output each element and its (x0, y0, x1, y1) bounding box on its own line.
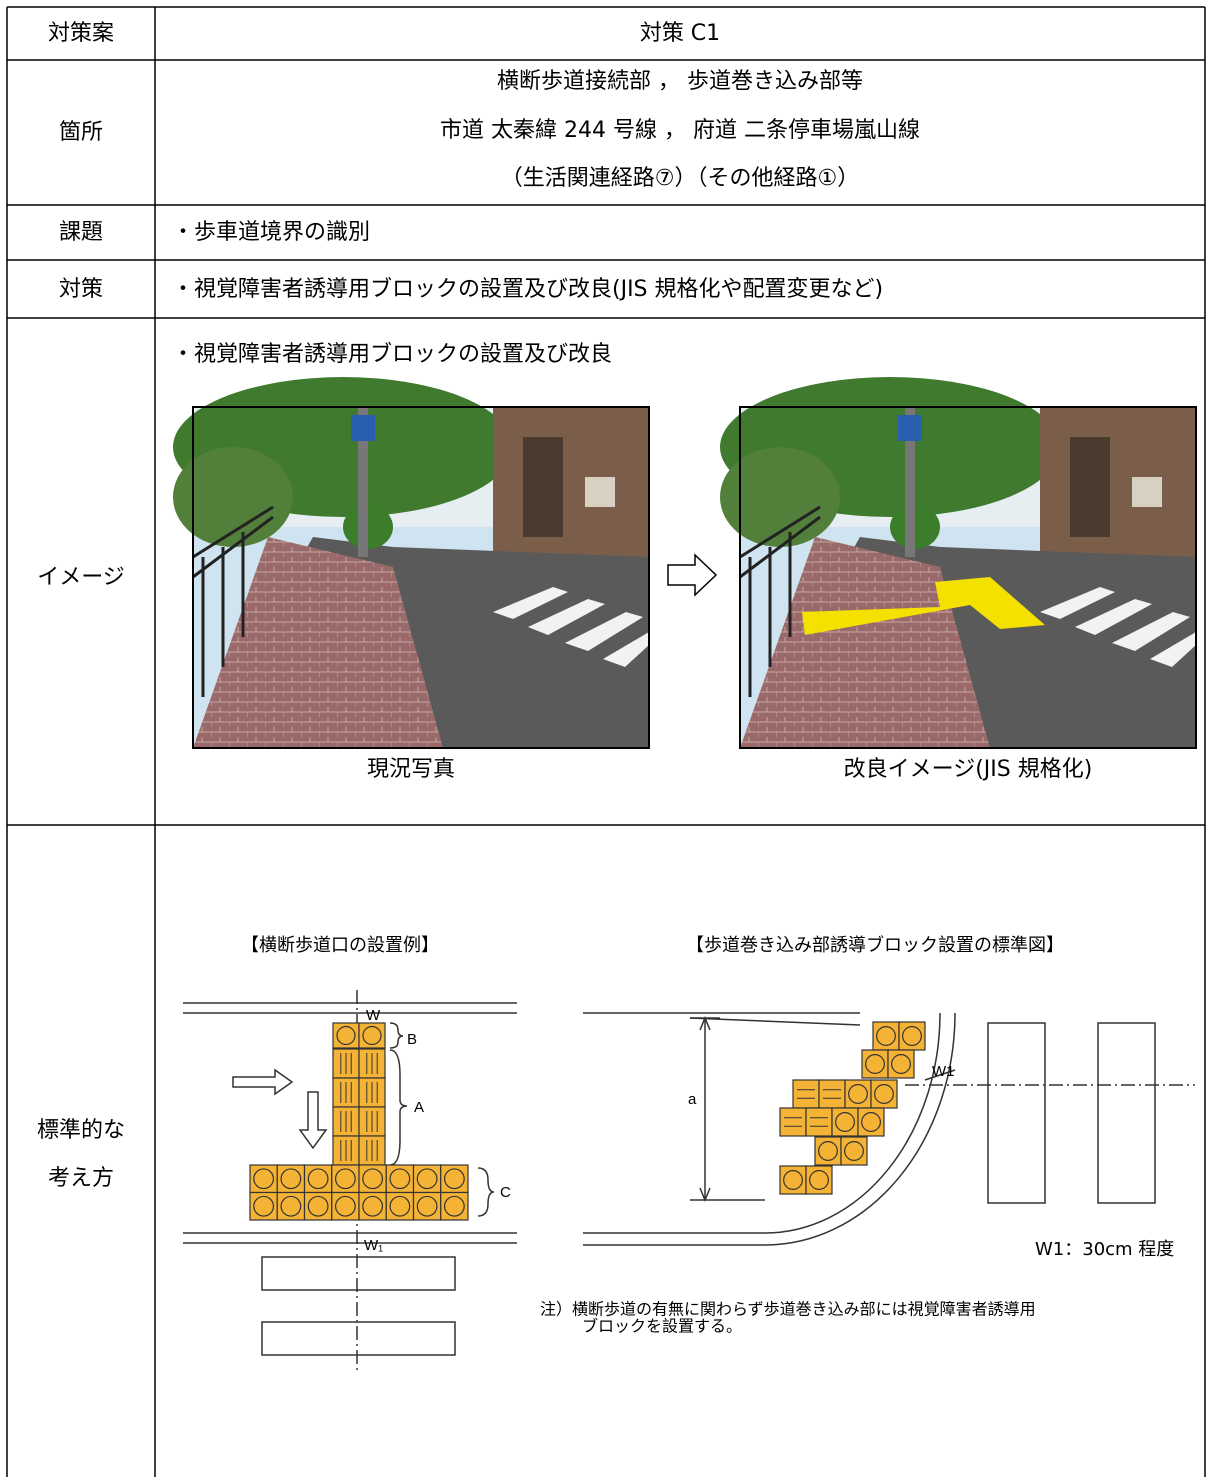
dimension-note: W1：30cm 程度 (1035, 1239, 1174, 1260)
dot (848, 1084, 868, 1104)
dot (362, 1195, 384, 1217)
dot (362, 1025, 382, 1046)
row-content: ・視覚障害者誘導用ブロックの設置及び改良(JIS 規格化や配置変更など) (172, 277, 883, 302)
dot (253, 1195, 275, 1217)
dot (835, 1112, 855, 1132)
dot (307, 1195, 329, 1217)
tactile-block (249, 1191, 278, 1221)
dim-label: C (500, 1184, 511, 1201)
dot (891, 1054, 911, 1074)
dot (443, 1195, 465, 1217)
block-group (249, 1022, 469, 1221)
dot (443, 1168, 465, 1190)
photo-before (171, 375, 651, 750)
diagram-title: 【横断歩道口の設置例】 (241, 935, 439, 956)
tactile-block (331, 1191, 360, 1221)
dot (362, 1168, 384, 1190)
dot (416, 1195, 438, 1217)
arrow (667, 553, 718, 597)
dot (874, 1084, 894, 1104)
dim-label: B (407, 1031, 417, 1048)
dot (334, 1168, 356, 1190)
block-group (779, 1021, 926, 1195)
row-label: 課題 (59, 220, 103, 245)
photo-caption: 現況写真 (367, 757, 455, 782)
row-label: イメージ (37, 565, 125, 590)
row-label: 標準的な (37, 1118, 125, 1143)
dot (865, 1054, 885, 1074)
dim-label: a (688, 1091, 697, 1108)
tactile-block (358, 1191, 387, 1221)
dot (280, 1168, 302, 1190)
tactile-block (331, 1164, 360, 1194)
dim-label: W1 (932, 1063, 955, 1080)
dot (809, 1170, 829, 1190)
dim-label: W₁ (364, 1237, 383, 1254)
note: 注）横断歩道の有無に関わらず歩道巻き込み部には視覚障害者誘導用 (540, 1300, 1036, 1319)
dot (336, 1025, 356, 1046)
note: ブロックを設置する。 (582, 1317, 742, 1336)
image-heading: ・視覚障害者誘導用ブロックの設置及び改良 (172, 342, 612, 367)
row-label: 箇所 (59, 120, 103, 145)
row-content: ・歩車道境界の識別 (172, 220, 370, 245)
dot (876, 1026, 896, 1046)
photo-after (718, 375, 1198, 750)
tactile-block (818, 1079, 846, 1109)
dot (334, 1195, 356, 1217)
tactile-block (440, 1191, 469, 1221)
dot (389, 1168, 411, 1190)
dot (818, 1141, 838, 1161)
row-label: 考え方 (48, 1166, 114, 1191)
tactile-block (779, 1107, 807, 1137)
dot (902, 1026, 922, 1046)
tactile-block (412, 1191, 442, 1221)
dim-label: A (414, 1099, 424, 1116)
corner-diagram (583, 1012, 1195, 1246)
dim-label: W (366, 1007, 381, 1024)
dot (307, 1168, 329, 1190)
location-line: 横断歩道接続部 ， 歩道巻き込み部等 (497, 69, 863, 94)
tactile-block (412, 1164, 442, 1194)
row-content: 対策 C1 (640, 21, 720, 46)
dot (783, 1170, 803, 1190)
row-label: 対策案 (48, 21, 114, 46)
row-label: 対策 (59, 277, 103, 302)
dot (416, 1168, 438, 1190)
dot (280, 1195, 302, 1217)
dot (844, 1141, 864, 1161)
dot (389, 1195, 411, 1217)
table-grid (6, 6, 1206, 1477)
tactile-block (805, 1107, 833, 1137)
diagram-title: 【歩道巻き込み部誘導ブロック設置の標準図】 (686, 934, 1064, 956)
crosswalk-diagram (183, 990, 517, 1370)
location-line: 市道 太秦緯 244 号線 ， 府道 二条停車場嵐山線 (440, 118, 920, 143)
photo-caption: 改良イメージ(JIS 規格化) (844, 757, 1093, 782)
location-line: （生活関連経路⑦）（その他経路①） (501, 166, 859, 191)
dot (861, 1112, 881, 1132)
dot (253, 1168, 275, 1190)
tactile-block (792, 1079, 820, 1109)
